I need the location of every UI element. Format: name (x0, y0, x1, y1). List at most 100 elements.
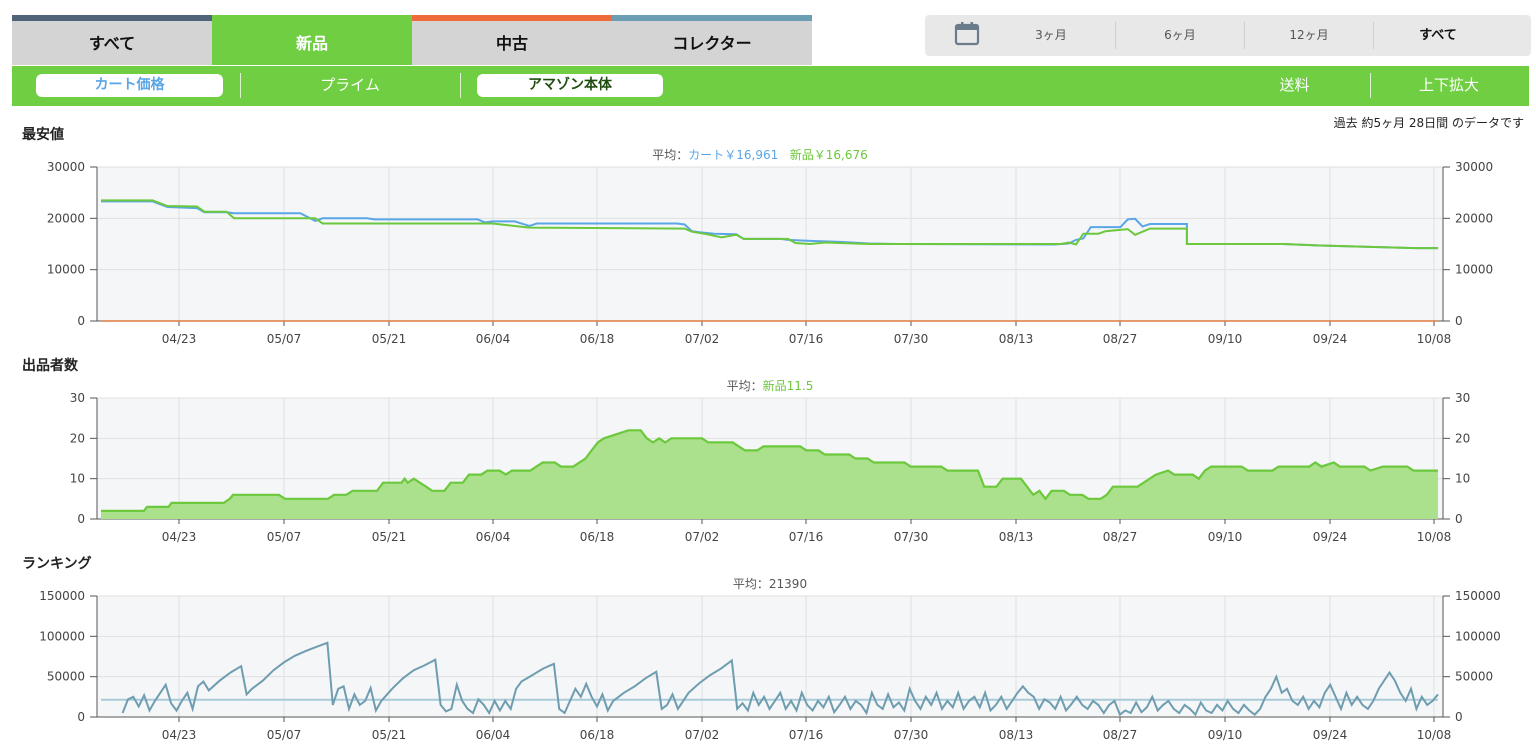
tab-label: 中古 (495, 34, 528, 53)
y-tick-label: 0 (1455, 512, 1463, 526)
tab-label: コレクター (672, 34, 752, 53)
x-tick-label: 07/30 (894, 530, 929, 544)
y-tick-label: 10 (70, 472, 85, 486)
tab-top-stripe (412, 15, 612, 21)
range-selector: 3ヶ月 6ヶ月 12ヶ月 すべて (925, 15, 1531, 56)
y-tick-label: 10000 (1455, 263, 1493, 277)
y-tick-label: 0 (77, 710, 85, 724)
prime-toggle[interactable]: プライム (320, 76, 380, 94)
option-divider (460, 73, 461, 98)
average-prefix: 平均： (652, 148, 689, 162)
x-tick-label: 05/21 (372, 332, 407, 346)
tab-top-stripe (212, 15, 412, 21)
x-tick-label: 09/24 (1313, 728, 1348, 742)
x-tick-label: 10/08 (1417, 530, 1452, 544)
series-line (101, 200, 1438, 250)
plot-background (97, 398, 1443, 519)
range-3-months[interactable]: 3ヶ月 (1035, 28, 1067, 42)
y-tick-label: 0 (77, 314, 85, 328)
range-divider (1373, 22, 1374, 49)
series-line (101, 199, 1438, 250)
calendar-icon[interactable] (954, 21, 980, 47)
range-all[interactable]: すべて (1419, 28, 1457, 43)
tab-all[interactable]: すべて (12, 15, 212, 65)
x-tick-label: 08/13 (999, 530, 1034, 544)
cart-price-toggle[interactable]: カート価格 (36, 74, 223, 97)
x-tick-label: 08/27 (1103, 530, 1138, 544)
display-options-bar: カート価格 プライム アマゾン本体 送料 上下拡大 (12, 66, 1529, 106)
period-note: 過去 約5ヶ月 28日間 のデータです (1333, 116, 1524, 130)
new-average: 新品￥16,676 (789, 148, 868, 162)
y-tick-label: 0 (77, 512, 85, 526)
price-average: 平均：カート￥16,961 新品￥16,676 (570, 146, 950, 163)
option-divider (240, 73, 241, 98)
tab-top-stripe (12, 15, 212, 21)
x-tick-label: 07/16 (789, 530, 824, 544)
ranking-chart-panel: 0 0 50000 50000 100000 100000 150000 150000 04/2… (39, 589, 1501, 742)
average-prefix: 平均： (726, 379, 763, 393)
new-average: 新品11.5 (762, 379, 814, 393)
tab-new[interactable]: 新品 (212, 15, 412, 65)
x-tick-label: 09/24 (1313, 530, 1348, 544)
range-12-months[interactable]: 12ヶ月 (1289, 28, 1329, 42)
price-section-title: 最安値 (22, 127, 64, 143)
x-tick-label: 07/02 (685, 530, 720, 544)
x-tick-label: 06/04 (476, 728, 511, 742)
x-tick-label: 09/24 (1313, 332, 1348, 346)
series-line (101, 429, 1438, 512)
x-tick-label: 06/18 (580, 728, 615, 742)
y-tick-label: 20 (1455, 431, 1470, 445)
x-tick-label: 06/04 (476, 332, 511, 346)
tab-top-stripe (612, 15, 812, 21)
sellers-chart-panel: 0 0 10 10 20 20 30 30 04/23 05/07 05/21 06/04 06/18 0… (70, 391, 1471, 544)
x-tick-label: 05/07 (267, 728, 302, 742)
x-tick-label: 07/02 (685, 728, 720, 742)
x-tick-label: 06/18 (580, 332, 615, 346)
y-tick-label: 30000 (47, 160, 85, 174)
x-tick-label: 05/21 (372, 728, 407, 742)
ranking-average: 平均：21390 (732, 577, 808, 591)
tab-label: 新品 (295, 34, 328, 53)
x-tick-label: 04/23 (162, 332, 197, 346)
y-tick-label: 20 (70, 431, 85, 445)
x-tick-label: 09/10 (1208, 728, 1243, 742)
y-tick-label: 0 (1455, 314, 1463, 328)
y-tick-label: 30000 (1455, 160, 1493, 174)
y-tick-label: 0 (1455, 710, 1463, 724)
option-divider (1370, 73, 1371, 98)
series-line (121, 641, 1439, 717)
x-tick-label: 05/07 (267, 332, 302, 346)
series-area (101, 430, 1438, 519)
range-6-months[interactable]: 6ヶ月 (1164, 28, 1196, 42)
sellers-average: 平均：新品11.5 (570, 377, 970, 394)
x-tick-label: 08/27 (1103, 332, 1138, 346)
x-tick-label: 05/21 (372, 530, 407, 544)
x-tick-label: 07/30 (894, 332, 929, 346)
y-tick-label: 20000 (47, 211, 85, 225)
tab-used[interactable]: 中古 (412, 15, 612, 65)
amazon-toggle[interactable]: アマゾン本体 (477, 74, 663, 97)
y-tick-label: 150000 (1455, 589, 1501, 603)
x-tick-label: 06/04 (476, 530, 511, 544)
tab-collector[interactable]: コレクター (612, 15, 812, 65)
x-tick-label: 07/30 (894, 728, 929, 742)
shipping-toggle[interactable]: 送料 (1279, 76, 1310, 94)
ranking-section-title: ランキング (22, 556, 92, 572)
plot-background (97, 596, 1443, 717)
y-tick-label: 10 (1455, 472, 1470, 486)
x-tick-label: 10/08 (1417, 728, 1452, 742)
y-tick-label: 150000 (39, 589, 85, 603)
x-tick-label: 08/13 (999, 332, 1034, 346)
x-tick-label: 09/10 (1208, 332, 1243, 346)
y-tick-label: 100000 (1455, 629, 1501, 643)
y-tick-label: 30 (1455, 391, 1470, 405)
x-tick-label: 05/07 (267, 530, 302, 544)
vertical-zoom-toggle[interactable]: 上下拡大 (1418, 76, 1479, 94)
x-tick-label: 07/02 (685, 332, 720, 346)
sellers-section-title: 出品者数 (22, 358, 78, 374)
y-tick-label: 10000 (47, 263, 85, 277)
x-tick-label: 07/16 (789, 332, 824, 346)
plot-background (97, 167, 1443, 321)
x-tick-label: 06/18 (580, 530, 615, 544)
